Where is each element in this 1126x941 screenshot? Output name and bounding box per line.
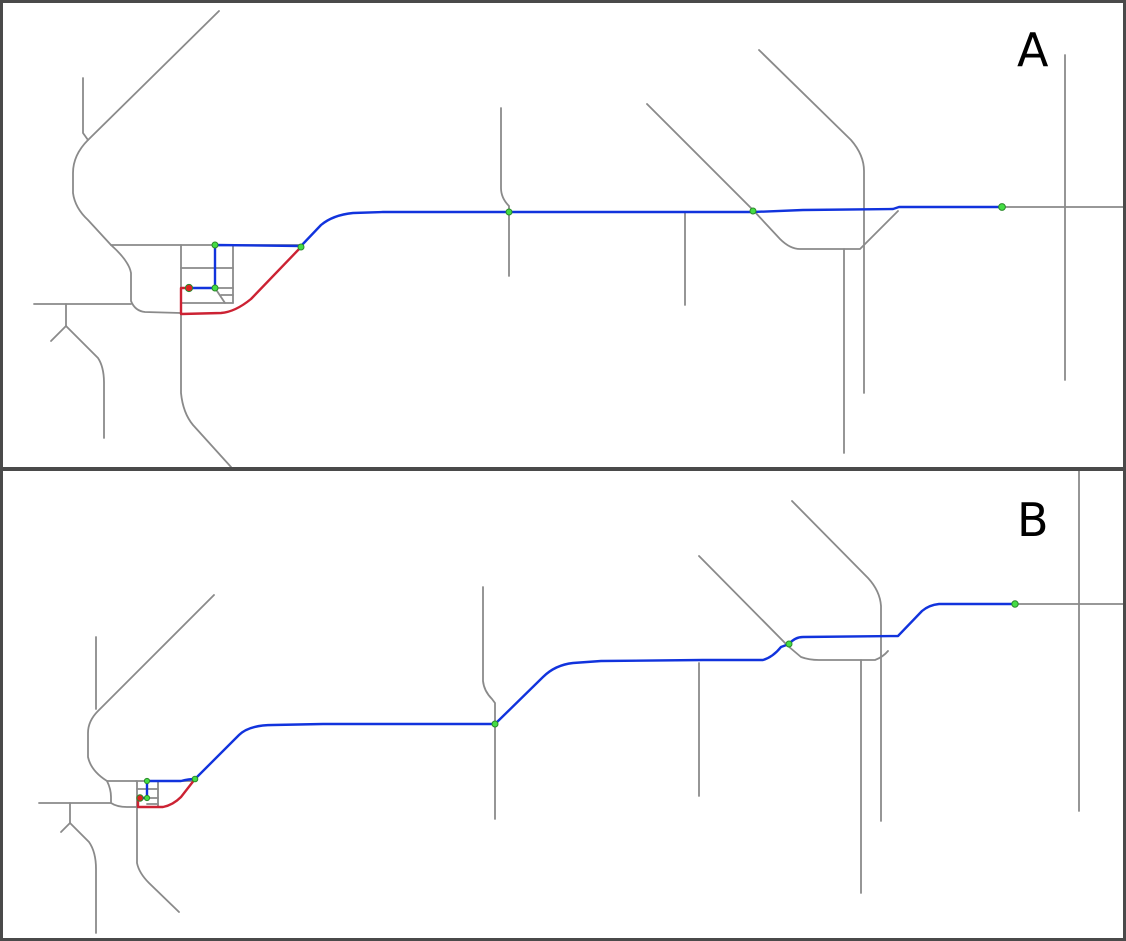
origin-marker <box>184 283 194 293</box>
routes <box>136 602 1017 809</box>
panel-label: B <box>1017 493 1049 547</box>
road <box>72 10 220 246</box>
road-network <box>38 471 1123 934</box>
waypoint-marker <box>491 720 499 728</box>
routes <box>179 205 1004 316</box>
waypoint-marker <box>143 777 151 785</box>
route-nodes <box>136 600 1019 802</box>
waypoint-marker <box>211 241 219 249</box>
map-canvas-b <box>38 471 1123 934</box>
road <box>758 49 865 394</box>
road <box>82 77 89 141</box>
road <box>69 822 97 934</box>
destination-marker <box>1011 600 1019 608</box>
map-canvas-a <box>33 10 1123 467</box>
road-network <box>33 10 1123 467</box>
origin-marker <box>136 794 144 802</box>
road <box>65 325 105 439</box>
road <box>791 500 882 822</box>
primary-route <box>187 205 1004 290</box>
waypoint-marker <box>505 208 513 216</box>
map-panel-b: B <box>0 468 1126 941</box>
road <box>500 107 510 277</box>
road <box>110 802 137 808</box>
destination-marker <box>998 203 1006 211</box>
waypoint-marker <box>143 794 151 802</box>
map-panel-a: A <box>0 0 1126 470</box>
alternate-route <box>179 245 303 316</box>
waypoint-marker <box>297 243 305 251</box>
route-nodes <box>184 203 1006 293</box>
alternate-route <box>136 777 197 809</box>
waypoint-marker <box>191 775 199 783</box>
road <box>87 594 215 782</box>
road <box>106 780 112 803</box>
panel-label: A <box>1017 23 1049 77</box>
road <box>698 555 889 661</box>
road <box>50 303 67 342</box>
waypoint-marker <box>749 207 757 215</box>
road <box>110 244 182 314</box>
primary-route <box>138 602 1017 800</box>
road <box>646 103 899 250</box>
waypoint-marker <box>785 640 793 648</box>
waypoint-marker <box>211 284 219 292</box>
road <box>482 586 496 820</box>
road <box>60 802 71 833</box>
road <box>180 244 232 467</box>
road <box>136 780 180 913</box>
